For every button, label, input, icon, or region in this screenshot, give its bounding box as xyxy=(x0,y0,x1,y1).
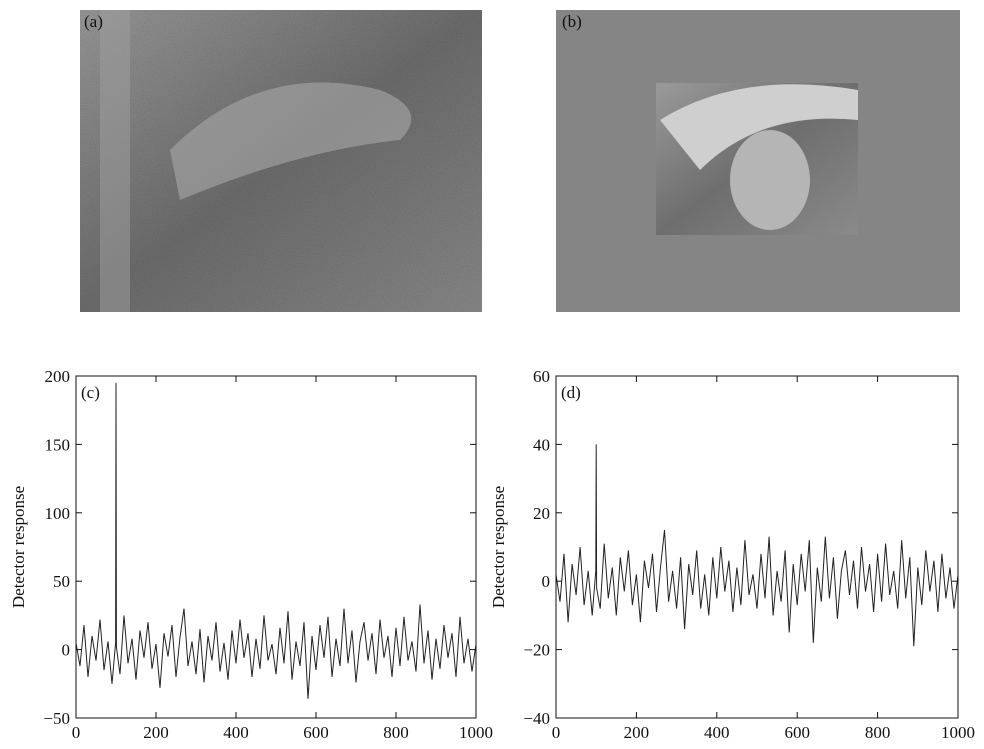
panel-label: (d) xyxy=(561,383,581,402)
y-tick-label: −40 xyxy=(523,709,550,728)
x-tick-label: 400 xyxy=(704,723,730,742)
x-tick-label: 1000 xyxy=(459,723,493,742)
chart: 02004006008001000−50050100150200Watermar… xyxy=(9,367,493,749)
plot-frame xyxy=(75,375,477,719)
image-a: (a) xyxy=(80,10,482,312)
x-tick-label: 800 xyxy=(865,723,891,742)
data-line xyxy=(75,382,477,699)
x-tick-label: 600 xyxy=(303,723,329,742)
x-tick-label: 0 xyxy=(72,723,81,742)
x-tick-label: 0 xyxy=(552,723,561,742)
y-tick-label: −50 xyxy=(43,709,70,728)
y-tick-label: 100 xyxy=(45,504,71,523)
panel-label: (a) xyxy=(84,12,103,31)
y-axis-label: Detector response xyxy=(9,486,28,608)
x-tick-label: 1000 xyxy=(941,723,975,742)
data-line xyxy=(555,444,959,647)
face-shape xyxy=(730,130,810,230)
pillar xyxy=(100,10,130,312)
y-tick-label: 40 xyxy=(533,435,550,454)
hat-shape xyxy=(170,82,412,200)
x-tick-label: 200 xyxy=(624,723,650,742)
y-tick-label: 20 xyxy=(533,504,550,523)
x-tick-label: 400 xyxy=(223,723,249,742)
image-b: (b) xyxy=(556,10,960,312)
panel-label: (c) xyxy=(81,383,100,402)
plot-frame xyxy=(555,375,959,719)
chart: 02004006008001000−40−200204060Watermarks… xyxy=(489,367,975,749)
x-tick-label: 200 xyxy=(143,723,169,742)
y-tick-label: 0 xyxy=(62,641,71,660)
y-tick-label: 200 xyxy=(45,367,71,386)
y-tick-label: 50 xyxy=(53,572,70,591)
x-tick-label: 800 xyxy=(383,723,409,742)
x-tick-label: 600 xyxy=(784,723,810,742)
y-tick-label: 60 xyxy=(533,367,550,386)
hat-shape xyxy=(660,84,858,170)
panel-label: (b) xyxy=(562,12,582,31)
y-tick-label: −20 xyxy=(523,641,550,660)
y-axis-label: Detector response xyxy=(489,486,508,608)
y-tick-label: 150 xyxy=(45,435,71,454)
y-tick-label: 0 xyxy=(542,572,551,591)
